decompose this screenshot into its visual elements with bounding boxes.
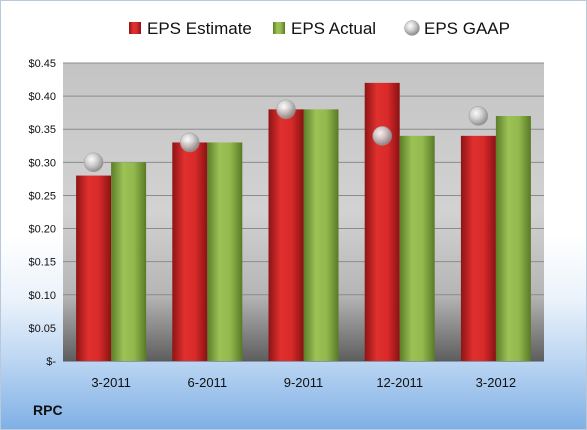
legend-swatch-eps-estimate bbox=[129, 22, 141, 34]
y-tick-label: $0.10 bbox=[28, 290, 56, 302]
y-tick-label: $0.05 bbox=[28, 323, 56, 335]
legend-label-eps-actual: EPS Actual bbox=[291, 19, 376, 38]
x-tick-label: 6-2011 bbox=[188, 375, 228, 390]
x-axis-ticks: 3-2011 6-2011 9-2011 12-2011 3-2012 bbox=[91, 375, 516, 390]
bar-eps-estimate-3-2011 bbox=[76, 175, 112, 361]
y-tick-label: $0.25 bbox=[28, 190, 56, 202]
bar-eps-actual-3-2011 bbox=[111, 162, 147, 361]
x-tick-label: 12-2011 bbox=[376, 375, 423, 390]
y-tick-label: $0.40 bbox=[28, 91, 56, 103]
legend-label-eps-gaap: EPS GAAP bbox=[424, 19, 510, 38]
y-tick-label: $0.30 bbox=[28, 157, 56, 169]
legend-swatch-eps-actual bbox=[273, 22, 285, 34]
y-tick-label: $0.15 bbox=[28, 257, 56, 269]
y-tick-label: $0.20 bbox=[28, 224, 56, 236]
bar-eps-estimate-6-2011 bbox=[172, 142, 208, 361]
gaap-markers bbox=[83, 99, 489, 173]
y-tick-label: $- bbox=[46, 356, 56, 368]
y-tick-label: $0.35 bbox=[28, 124, 56, 136]
bar-eps-estimate-3-2012 bbox=[460, 135, 496, 361]
legend-swatch-eps-gaap bbox=[404, 20, 420, 36]
x-tick-label: 3-2011 bbox=[91, 375, 131, 390]
bar-eps-actual-3-2012 bbox=[495, 115, 531, 361]
bars bbox=[76, 82, 531, 361]
bar-eps-actual-12-2011 bbox=[399, 135, 435, 361]
company-label: RPC bbox=[33, 402, 63, 418]
legend-label-eps-estimate: EPS Estimate bbox=[147, 19, 252, 38]
bar-eps-estimate-12-2011 bbox=[364, 82, 400, 361]
bar-eps-estimate-9-2011 bbox=[268, 109, 304, 361]
bar-eps-actual-9-2011 bbox=[303, 109, 339, 361]
y-axis-ticks: $- $0.05 $0.10 $0.15 $0.20 $0.25 $0.30 $0.35 $0.… bbox=[28, 58, 56, 368]
x-tick-label: 9-2011 bbox=[284, 375, 324, 390]
marker-eps-gaap-3-2011 bbox=[83, 152, 104, 173]
x-tick-label: 3-2012 bbox=[476, 375, 516, 390]
y-tick-label: $0.45 bbox=[28, 58, 56, 70]
marker-eps-gaap-9-2011 bbox=[276, 99, 296, 120]
marker-eps-gaap-3-2012 bbox=[468, 106, 489, 126]
marker-eps-gaap-12-2011 bbox=[372, 126, 392, 146]
marker-eps-gaap-6-2011 bbox=[180, 132, 200, 153]
bar-eps-actual-6-2011 bbox=[207, 142, 243, 361]
legend: EPS Estimate EPS Actual EPS GAAP bbox=[129, 19, 510, 38]
